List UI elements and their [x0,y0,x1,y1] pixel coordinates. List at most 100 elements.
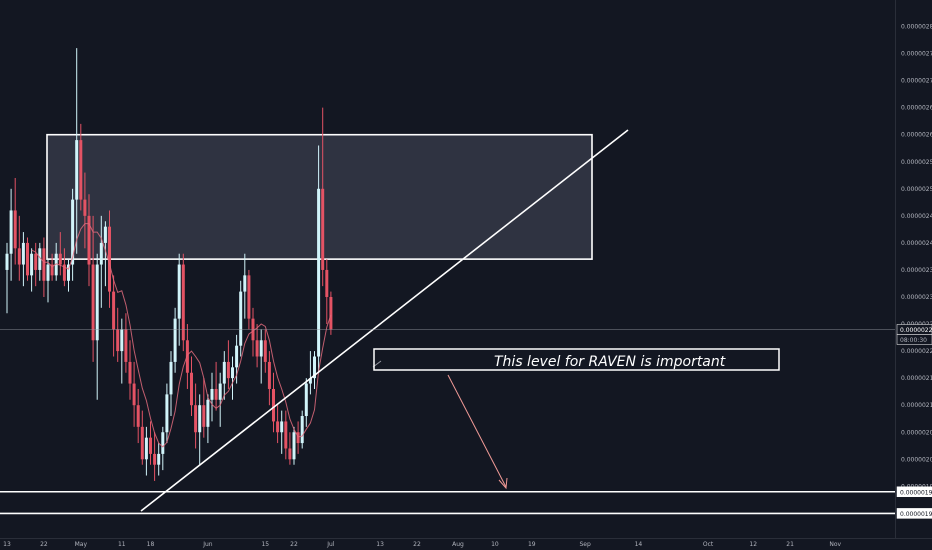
candle-body [325,269,329,297]
current-price-tag: 0.00000224 [896,324,932,335]
candle-body [5,253,9,270]
price-tick-label: 0.00000245 [901,213,932,220]
candle-body [267,361,271,389]
candle [87,194,91,287]
time-tick-label: 18 [147,541,155,548]
time-tick-label: Nov [829,541,841,548]
annotation-callout[interactable]: This level for RAVEN is important [373,348,780,371]
time-tick-label: 22 [413,541,421,548]
price-tick-label: 0.00000205 [901,429,932,436]
countdown-tag-box [896,334,932,345]
candle-body [235,345,239,368]
candle-body [304,383,308,417]
candle [153,432,157,481]
candle-body [91,264,95,341]
candle-body [9,210,13,254]
candle [165,383,169,444]
candle-body [321,188,325,270]
candle-body [239,291,243,346]
candle [91,215,95,362]
candle [313,351,316,389]
moving-average-line [31,223,332,448]
candle [243,253,247,319]
current-price-tag-text: 0.00000224 [900,327,932,334]
candle-body [329,297,333,330]
candle-body [21,242,25,265]
support-194-tag-box [896,486,932,498]
candle [79,123,83,211]
time-tick-label: Jul [326,541,335,548]
candle [321,107,325,287]
candle-body [292,432,296,460]
candle-body [300,416,304,444]
time-tick-label: 13 [3,541,11,548]
candle-body [247,275,251,319]
candle-body [128,361,132,384]
candle [54,242,58,281]
price-tick-label: 0.00000215 [901,375,932,382]
candle [194,383,198,449]
candle [181,253,185,352]
candle [17,215,21,281]
candle [185,324,189,389]
candle [38,242,42,281]
candle-body [149,437,152,454]
candle [206,394,210,444]
time-tick-label: 22 [290,541,298,548]
candle-body [259,340,263,357]
candle-body [317,188,321,357]
candle [169,351,173,417]
countdown-tag: 08:00:30 [896,334,932,345]
candle-body [231,367,234,379]
candle [112,275,116,357]
candle-body [185,340,189,373]
candle-body [165,394,169,433]
candle [136,388,140,444]
candle-body [313,356,316,379]
candle-body [71,199,75,265]
candle [67,259,70,292]
projection-arrow-line [447,374,507,488]
candle [231,356,234,400]
candle-body [243,275,247,292]
candle [71,188,75,281]
candle-body [34,253,38,270]
candle-body [272,388,275,422]
candle-body [38,248,42,270]
candle [288,432,292,465]
candle-body [210,388,214,400]
time-tick-label: 14 [635,541,643,548]
candle-body [42,248,46,281]
candle-body [198,405,202,433]
candle-body [284,421,288,449]
moving-average-layer [31,223,332,448]
time-axis: 13 22 May 11 18 Jun 15 22 Jul 13 22 Aug 10 19 Sep 14 Oct… [0,538,932,548]
candle-body [112,291,116,330]
annotation-text: This level for RAVEN is important [494,354,726,370]
time-tick-label: 15 [261,541,269,548]
candle-body [132,383,136,406]
price-tick-label: 0.00000275 [901,51,932,58]
candle [284,410,288,460]
candle-body [296,432,300,444]
candle-body [255,340,259,357]
candle-body [46,264,50,281]
candle-body [26,242,29,276]
candle-body [103,226,107,243]
candle [276,405,280,444]
candle [198,394,202,465]
time-tick-label: 21 [786,541,794,548]
candle [255,324,259,368]
candle-body [116,329,120,352]
candle [267,351,271,406]
candle-body [181,264,185,341]
price-axis: 0.000001900.000001950.000002000.00000205… [895,0,932,538]
candle-body [288,448,292,460]
time-tick-label: Sep [579,541,591,548]
